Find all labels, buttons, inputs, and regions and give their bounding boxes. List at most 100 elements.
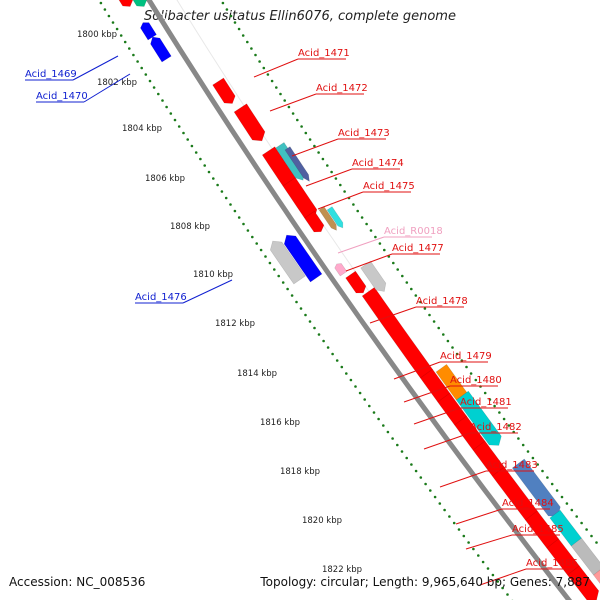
gene-arrow: [360, 260, 387, 292]
leader-line: [291, 138, 339, 157]
guide-dot: [326, 346, 330, 349]
tick-label: 1808 kbp: [170, 222, 210, 232]
guide-dot: [467, 541, 470, 544]
guide-dot: [550, 482, 554, 486]
gene-label-forward: Acid_R0018: [384, 226, 443, 237]
guide-dot: [352, 203, 355, 206]
leader-line: [83, 73, 131, 103]
guide-dot: [304, 131, 308, 135]
guide-dot: [396, 443, 399, 447]
guide-dot: [486, 567, 490, 570]
guide-dot: [286, 287, 289, 291]
guide-dot: [128, 47, 131, 50]
gene-arrow: [150, 36, 172, 63]
guide-dot: [345, 372, 348, 375]
guide-dot: [246, 229, 250, 232]
guide-dot: [107, 14, 111, 18]
guide-dot: [575, 515, 578, 518]
guide-dot: [300, 125, 303, 128]
gene-arrow: [326, 206, 344, 229]
guide-dot: [287, 105, 291, 109]
guide-dot: [275, 86, 278, 89]
accession-label: Accession: NC_008536: [9, 575, 146, 589]
tick-label: 1800 kbp: [77, 30, 117, 40]
guide-dot: [493, 404, 496, 408]
gene-label-forward: Acid_1485: [512, 524, 564, 535]
guide-dot: [251, 235, 254, 239]
guide-dot: [340, 365, 344, 369]
tick-label: 1810 kbp: [193, 270, 233, 280]
gene-arrow: [132, 0, 148, 7]
leader-line: [455, 508, 503, 525]
gene-label-forward: Acid_1474: [352, 158, 404, 169]
guide-dot: [400, 450, 404, 453]
guide-dot: [457, 528, 461, 531]
guide-dot: [438, 502, 442, 505]
guide-dot: [321, 157, 325, 161]
gene-arrow: [269, 240, 306, 285]
guide-dot: [396, 268, 400, 271]
guide-dot: [374, 235, 377, 239]
gene-label-forward: Acid_1486: [526, 558, 578, 569]
guide-dot: [119, 34, 123, 37]
guide-dot: [290, 294, 294, 297]
guide-dot: [313, 326, 316, 330]
guide-dot: [237, 27, 241, 31]
guide-dot: [506, 593, 509, 596]
guide-dot: [383, 248, 386, 252]
leader-line: [413, 407, 461, 425]
guide-dot: [491, 573, 495, 577]
guide-dot: [317, 333, 321, 336]
guide-dot: [555, 489, 559, 492]
guide-dot: [199, 157, 202, 161]
guide-dot: [299, 307, 303, 310]
guide-dot: [437, 326, 441, 330]
guide-dot: [377, 417, 380, 421]
guide-dot: [308, 320, 312, 323]
guide-dot: [472, 547, 475, 551]
guide-dot: [221, 1, 225, 5]
guide-dot: [349, 378, 353, 382]
leader-line: [465, 534, 513, 550]
guide-dot: [365, 222, 368, 226]
guide-dot: [391, 437, 394, 440]
guide-dot: [414, 469, 418, 473]
guide-dot: [225, 8, 229, 11]
gene-arrow: [318, 206, 337, 231]
guide-dot: [460, 359, 464, 362]
guide-dot: [190, 144, 194, 148]
guide-dot: [279, 92, 282, 96]
guide-dot: [304, 313, 307, 317]
guide-dot: [423, 307, 427, 310]
gene-arrow: [118, 0, 134, 7]
guide-dot: [386, 430, 390, 434]
tick-label: 1812 kbp: [215, 319, 255, 329]
gene-arrow: [284, 146, 310, 182]
guide-dot: [242, 222, 245, 226]
guide-dot: [152, 86, 156, 89]
guide-dot: [354, 385, 357, 388]
guide-dot: [368, 404, 371, 408]
guide-dot: [331, 352, 334, 356]
leader-line: [479, 568, 527, 586]
leader-line: [269, 93, 317, 112]
guide-dot: [462, 534, 466, 538]
guide-dot: [526, 450, 530, 453]
guide-dot: [405, 281, 409, 284]
guide-dot: [521, 443, 525, 447]
guide-dot: [268, 261, 272, 265]
guide-dot: [536, 463, 539, 466]
guide-dot: [356, 209, 360, 213]
guide-dot: [442, 333, 445, 336]
guide-dot: [258, 60, 261, 63]
gene-label-forward: Acid_1483: [486, 460, 538, 471]
gene-label-reverse: Acid_1470: [36, 91, 88, 102]
leader-line: [317, 191, 364, 210]
gene-label-forward: Acid_1482: [470, 422, 522, 433]
guide-dot: [254, 53, 257, 57]
guide-dot: [136, 60, 139, 63]
leader-line: [403, 385, 451, 403]
guide-dot: [451, 346, 454, 349]
gene-label-reverse: Acid_1476: [135, 292, 187, 303]
